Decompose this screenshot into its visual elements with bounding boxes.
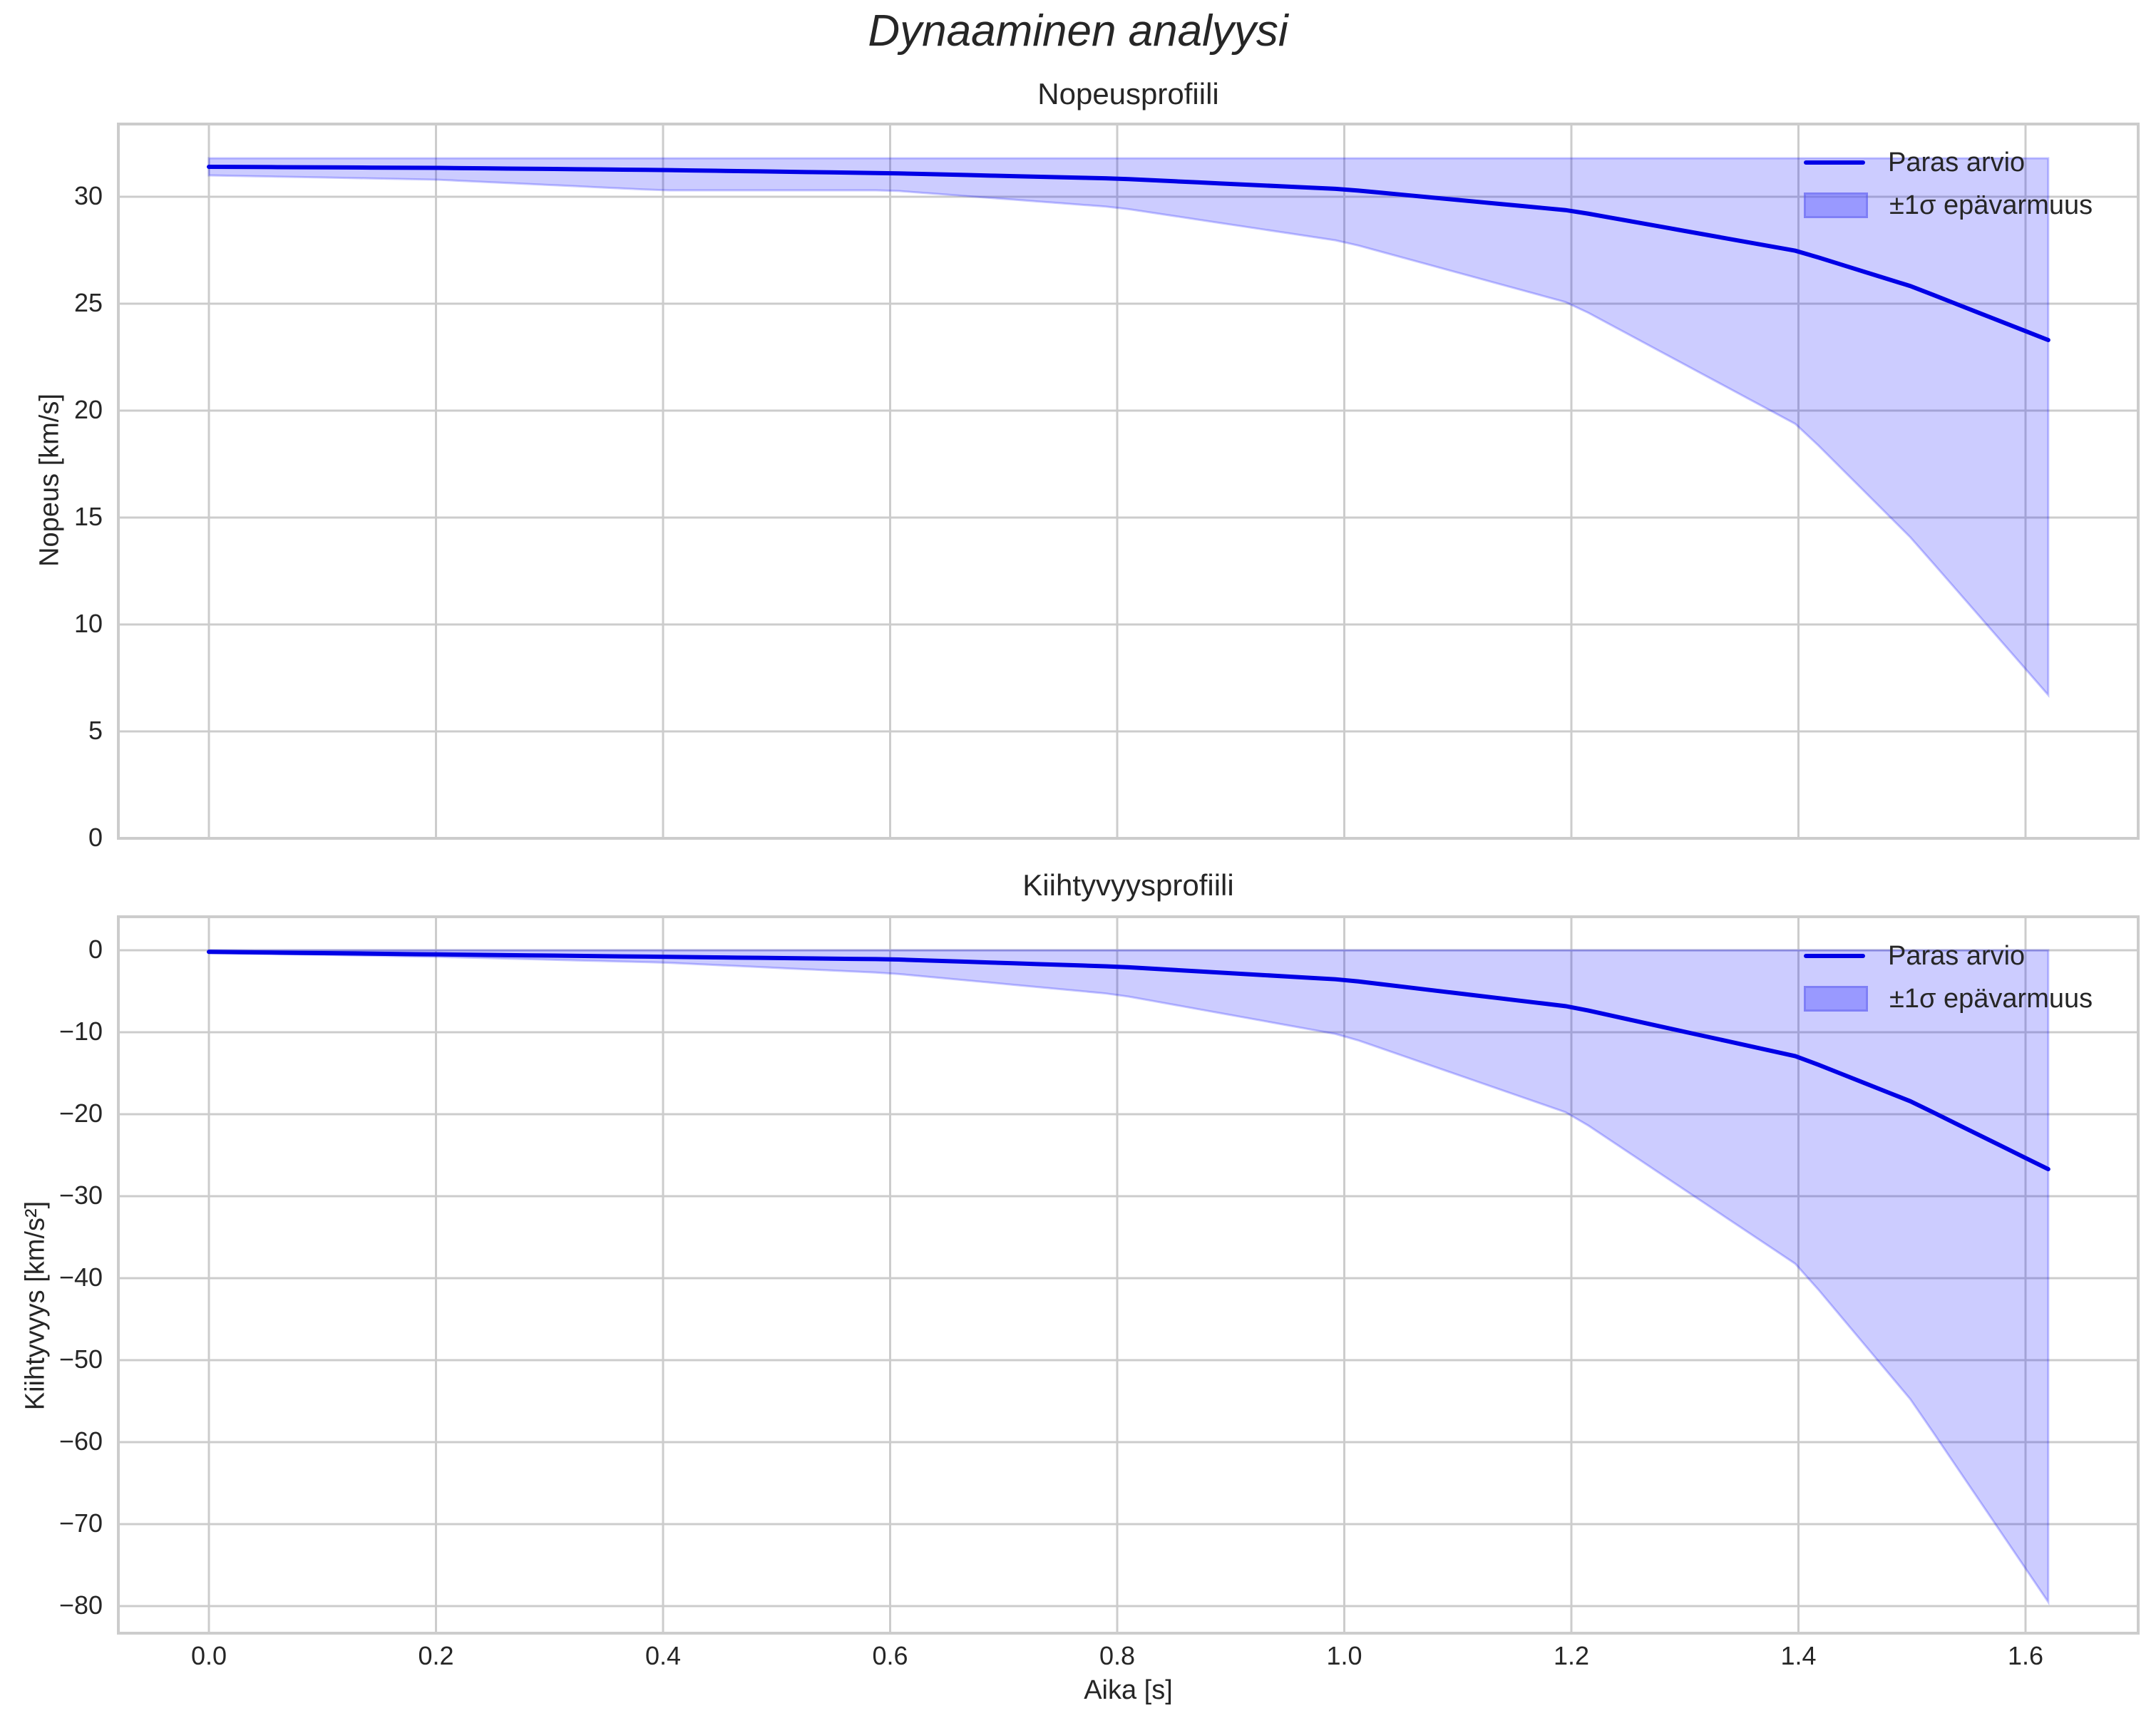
legend-entry-uncertainty: ±1σ epävarmuus (1804, 184, 2093, 227)
y-tick-label: −60 (58, 1426, 103, 1456)
x-tick-label: 1.2 (1553, 1641, 1590, 1670)
x-tick-label: 0.8 (1099, 1641, 1136, 1670)
x-tick-label: 0.0 (190, 1641, 227, 1670)
y-tick-label: 25 (73, 288, 103, 317)
line-swatch-icon (1804, 160, 1865, 165)
x-tick-label: 1.6 (2007, 1641, 2044, 1670)
legend-entry-uncertainty: ±1σ epävarmuus (1804, 977, 2093, 1020)
y-tick-label: −70 (58, 1508, 103, 1538)
uncertainty-band (207, 949, 2050, 1606)
y-tick-label: 0 (88, 823, 103, 852)
uncertainty-band (207, 157, 2050, 699)
acceleration-axes (117, 915, 2140, 1635)
y-tick-label: 0 (88, 935, 103, 964)
x-tick-label: 0.4 (645, 1641, 682, 1670)
y-tick-label: 10 (73, 609, 103, 638)
x-tick-label: 0.2 (418, 1641, 454, 1670)
y-tick-label: 15 (73, 502, 103, 531)
patch-swatch-icon (1804, 986, 1868, 1012)
figure-title: Dynaaminen analyysi (868, 6, 1288, 56)
y-tick-label: 20 (73, 395, 103, 424)
y-tick-label: −30 (58, 1181, 103, 1210)
y-tick-label: 5 (88, 716, 103, 745)
best-estimate-line (207, 165, 2050, 342)
velocity-plot-title: Nopeusprofiili (1037, 77, 1219, 110)
line-swatch-icon (1804, 954, 1865, 958)
legend-entry-best-estimate: Paras arvio (1804, 141, 2093, 184)
y-tick-label: −20 (58, 1099, 103, 1128)
x-tick-label: 0.6 (872, 1641, 908, 1670)
x-tick-label: 1.4 (1780, 1641, 1817, 1670)
patch-swatch-icon (1804, 192, 1868, 218)
best-estimate-line (207, 950, 2050, 1172)
velocity-legend: Paras arvio ±1σ epävarmuus (1804, 141, 2093, 227)
legend-entry-best-estimate: Paras arvio (1804, 935, 2093, 977)
y-tick-label: −40 (58, 1262, 103, 1292)
x-axis-label: Aika [s] (1084, 1675, 1173, 1705)
acceleration-legend: Paras arvio ±1σ epävarmuus (1804, 935, 2093, 1020)
y-tick-label: −10 (58, 1017, 103, 1046)
y-tick-label: −80 (58, 1590, 103, 1620)
acceleration-plot-title: Kiihtyvyysprofiili (1022, 868, 1234, 902)
velocity-axes (117, 123, 2140, 840)
y-tick-label: −50 (58, 1344, 103, 1374)
y-tick-label: 30 (73, 181, 103, 210)
x-tick-label: 1.0 (1326, 1641, 1362, 1670)
